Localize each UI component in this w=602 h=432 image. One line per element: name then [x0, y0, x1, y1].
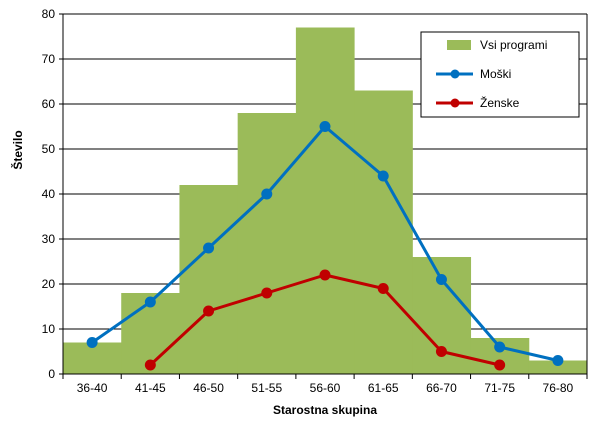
bar-vsi-programi-46-50	[179, 185, 239, 374]
y-tick-label: 30	[42, 232, 56, 246]
point-moski-66-70	[435, 274, 447, 285]
axis-layer	[59, 13, 588, 379]
x-tick-labels: 36-40 41-45 46-50 51-55 56-60 61-65 66-70 71-75…	[77, 381, 574, 395]
x-tick-label: 46-50	[193, 381, 224, 395]
legend-label-vsi-programi: Vsi programi	[480, 38, 547, 52]
bar-vsi-programi-61-65	[354, 90, 413, 374]
y-tick-label: 0	[48, 367, 55, 381]
x-tick-label: 71-75	[484, 381, 515, 395]
y-tick-label: 10	[42, 322, 56, 336]
line-layer	[86, 121, 564, 371]
point-zenske-41-45	[144, 359, 156, 371]
y-tick-label: 50	[42, 142, 56, 156]
y-tick-label: 80	[42, 7, 56, 21]
y-tick-labels: 0 10 20 30 40 50 60 70 80	[42, 7, 56, 381]
legend-marker-moski	[450, 69, 460, 79]
x-tick-label: 36-40	[77, 381, 108, 395]
legend-marker-zenske	[450, 98, 460, 108]
point-moski-36-40	[86, 337, 98, 348]
bar-vsi-programi-51-55	[237, 113, 297, 374]
point-moski-71-75	[494, 341, 506, 353]
point-zenske-71-75	[494, 359, 506, 371]
x-tick-label: 76-80	[543, 381, 574, 395]
point-moski-51-55	[261, 188, 273, 200]
point-zenske-66-70	[435, 346, 447, 357]
x-tick-label: 56-60	[310, 381, 341, 395]
point-moski-46-50	[203, 242, 215, 254]
y-tick-label: 40	[42, 187, 56, 201]
legend-swatch-vsi-programi	[447, 40, 471, 50]
y-tick-label: 20	[42, 277, 56, 291]
bar-layer	[63, 27, 588, 374]
x-tick-label: 61-65	[368, 381, 399, 395]
legend: Vsi programi Moški Ženske	[420, 31, 580, 118]
y-tick-label: 70	[42, 52, 56, 66]
x-tick-label: 66-70	[426, 381, 457, 395]
point-zenske-51-55	[261, 287, 273, 299]
point-moski-61-65	[377, 170, 389, 182]
point-zenske-56-60	[319, 269, 331, 281]
bar-vsi-programi-76-80	[528, 360, 588, 374]
bar-vsi-programi-56-60	[295, 27, 355, 374]
point-moski-56-60	[319, 121, 331, 132]
point-zenske-61-65	[377, 283, 389, 294]
y-axis-title: Število	[10, 130, 25, 169]
x-tick-label: 51-55	[251, 381, 282, 395]
x-axis-title: Starostna skupina	[273, 403, 377, 417]
legend-label-zenske: Ženske	[480, 95, 520, 110]
y-tick-label: 60	[42, 97, 56, 111]
legend-label-moski: Moški	[480, 67, 511, 81]
x-tick-label: 41-45	[135, 381, 166, 395]
point-moski-41-45	[144, 296, 156, 308]
point-moski-76-80	[552, 355, 564, 366]
point-zenske-46-50	[203, 305, 215, 317]
